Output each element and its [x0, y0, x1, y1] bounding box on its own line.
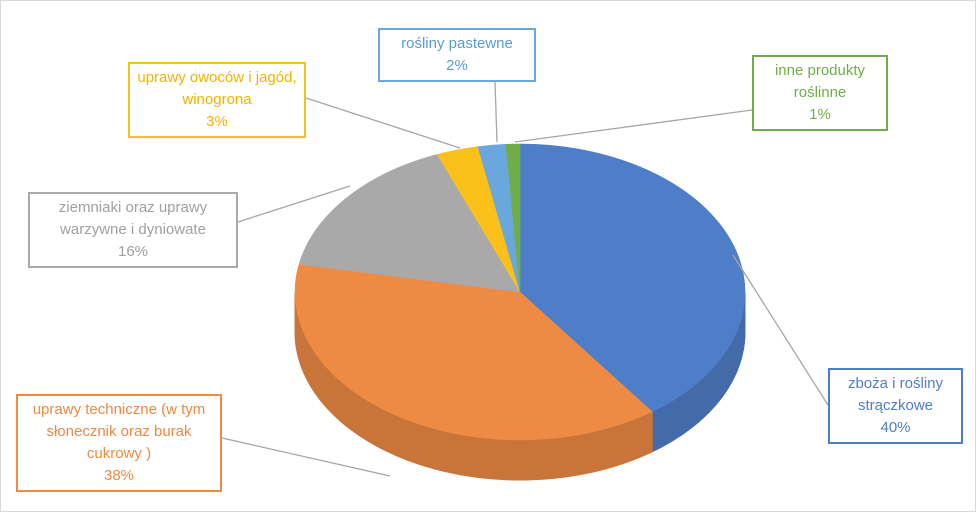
slice	[505, 143, 521, 293]
leader-line	[305, 97, 461, 149]
slice	[519, 143, 746, 413]
data-label: rośliny pastewne 2%	[378, 28, 536, 82]
label-value: 16%	[117, 243, 149, 260]
leader-line	[237, 185, 351, 223]
slice	[436, 146, 521, 293]
label-name: inne produkty roślinne	[774, 62, 866, 101]
label-value: 2%	[446, 57, 468, 74]
slice	[294, 263, 653, 441]
label-name: uprawy owoców i jagód, winogrona	[137, 69, 297, 108]
data-label: ziemniaki oraz uprawy warzywne i dyniowa…	[28, 192, 238, 268]
label-name: uprawy techniczne (w tym słonecznik oraz…	[32, 401, 206, 462]
slice	[298, 154, 521, 293]
label-value: 38%	[103, 467, 135, 484]
data-label: inne produkty roślinne 1%	[752, 55, 888, 131]
data-label: uprawy owoców i jagód, winogrona 3%	[128, 62, 306, 138]
label-name: ziemniaki oraz uprawy warzywne i dyniowa…	[58, 199, 208, 238]
label-value: 3%	[206, 113, 228, 130]
data-label: zboża i rośliny strączkowe 40%	[828, 368, 963, 444]
leader-line	[514, 109, 753, 143]
leader-line	[732, 254, 829, 406]
leader-line	[494, 81, 498, 143]
leader-line	[221, 437, 391, 477]
slices	[294, 143, 746, 441]
label-value: 40%	[880, 419, 911, 436]
leader-lines	[221, 81, 829, 477]
label-value: 1%	[809, 106, 831, 123]
slice	[477, 144, 521, 293]
label-name: rośliny pastewne	[401, 35, 513, 52]
data-label: uprawy techniczne (w tym słonecznik oraz…	[16, 394, 222, 492]
label-name: zboża i rośliny strączkowe	[847, 375, 944, 414]
